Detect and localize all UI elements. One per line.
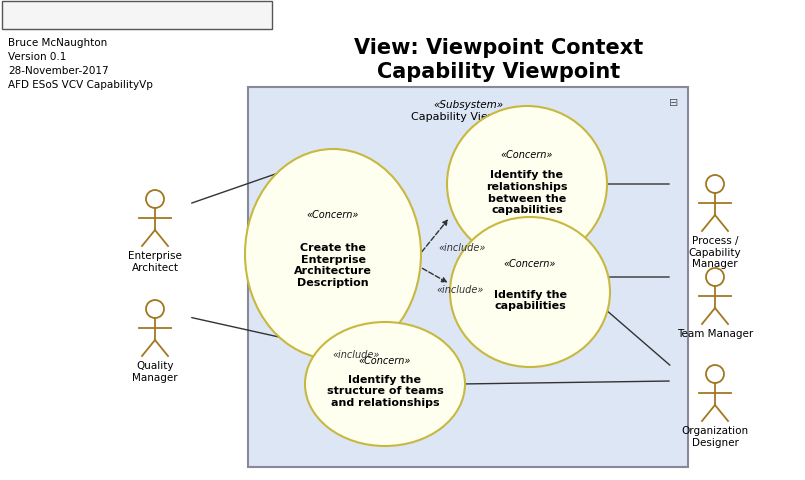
Ellipse shape <box>305 323 465 446</box>
Text: View: Viewpoint Context: View: Viewpoint Context <box>354 38 644 58</box>
Text: Enterprise
Architect: Enterprise Architect <box>128 251 182 272</box>
FancyBboxPatch shape <box>248 88 688 467</box>
Text: 28-November-2017: 28-November-2017 <box>8 66 109 76</box>
Text: «include»: «include» <box>436 285 484 294</box>
Text: Team Manager: Team Manager <box>677 328 753 338</box>
Text: AFD ESoS VCV CapabilityVp: AFD ESoS VCV CapabilityVp <box>8 80 153 90</box>
Ellipse shape <box>245 150 421 359</box>
FancyBboxPatch shape <box>2 2 272 30</box>
Text: «Concern»: «Concern» <box>307 210 359 220</box>
Text: Identify the
structure of teams
and relationships: Identify the structure of teams and rela… <box>327 374 444 407</box>
Text: Organization
Designer: Organization Designer <box>682 425 749 447</box>
Text: Create the
Enterprise
Architecture
Description: Create the Enterprise Architecture Descr… <box>294 242 372 288</box>
Text: Capability Viewpoint: Capability Viewpoint <box>411 112 525 122</box>
Text: «Subsystem»: «Subsystem» <box>433 100 503 110</box>
Text: package  VCV [  AFD_ESoS_VCV_CapabilityVp ]: package VCV [ AFD_ESoS_VCV_CapabilityVp … <box>8 11 237 22</box>
Text: Quality
Manager: Quality Manager <box>132 360 178 382</box>
Text: «include»: «include» <box>438 242 485 252</box>
Text: «Concern»: «Concern» <box>504 259 556 269</box>
Text: Identify the
relationships
between the
capabilities: Identify the relationships between the c… <box>486 170 568 215</box>
Text: Bruce McNaughton: Bruce McNaughton <box>8 38 107 48</box>
Text: Identify the
capabilities: Identify the capabilities <box>493 289 567 311</box>
Text: Capability Viewpoint: Capability Viewpoint <box>378 62 621 82</box>
Text: Process /
Capability
Manager: Process / Capability Manager <box>689 236 741 269</box>
Ellipse shape <box>450 217 610 367</box>
Text: Version 0.1: Version 0.1 <box>8 52 66 62</box>
Text: «include»: «include» <box>332 349 380 359</box>
Ellipse shape <box>447 107 607 263</box>
Text: «Concern»: «Concern» <box>501 150 553 160</box>
Text: «Concern»: «Concern» <box>359 356 411 366</box>
Text: ⊟: ⊟ <box>669 98 678 108</box>
